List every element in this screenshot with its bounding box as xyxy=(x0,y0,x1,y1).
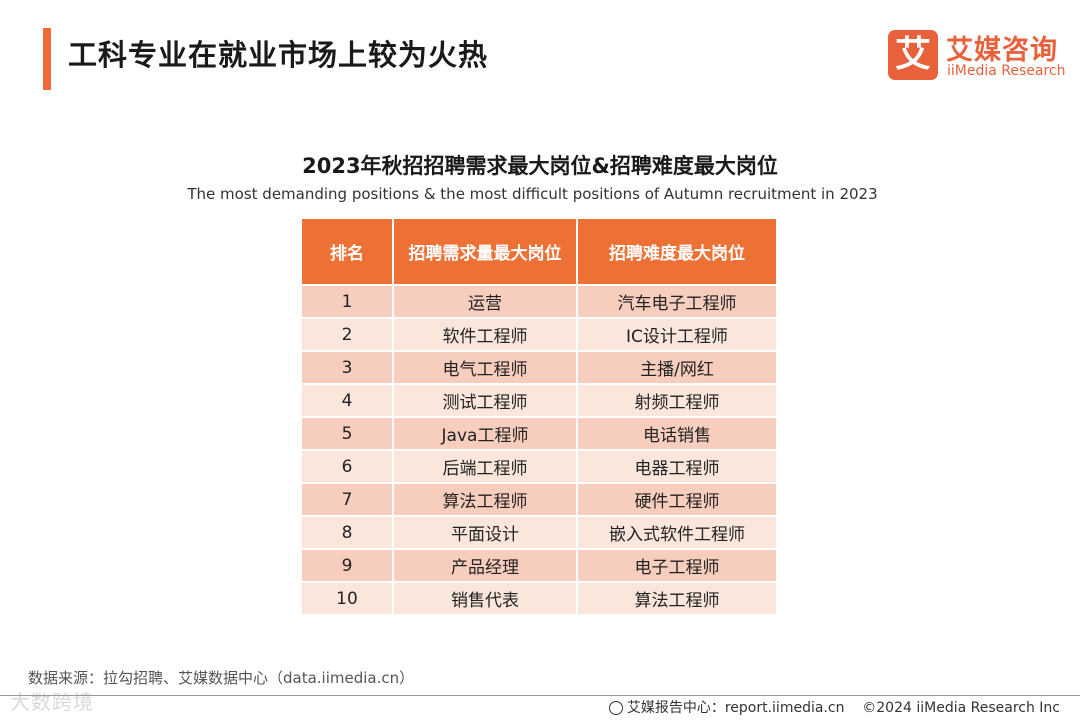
difficult-position-cell: 电子工程师 xyxy=(577,548,776,582)
difficult-position-cell: 硬件工程师 xyxy=(577,482,776,516)
iimedia-logo: 艾 艾媒咨询 iiMedia Research xyxy=(888,30,1066,85)
rank-cell: 7 xyxy=(302,482,394,516)
rank-cell: 10 xyxy=(302,581,394,614)
table-header-row: 排名 招聘需求量最大岗位 招聘难度最大岗位 xyxy=(302,219,776,285)
demand-position-cell: 运营 xyxy=(393,284,578,318)
title-accent-bar xyxy=(43,28,51,90)
logo-name-en: iiMedia Research xyxy=(947,63,1066,79)
table-row: 8 平面设计 嵌入式软件工程师 xyxy=(302,515,776,549)
demand-position-cell: 算法工程师 xyxy=(393,482,578,516)
logo-mark-icon: 艾 xyxy=(888,30,938,80)
header-difficulty: 招聘难度最大岗位 xyxy=(577,219,776,285)
difficult-position-cell: 汽车电子工程师 xyxy=(577,284,776,318)
table-row: 6 后端工程师 电器工程师 xyxy=(302,449,776,483)
table-row: 3 电气工程师 主播/网红 xyxy=(302,350,776,384)
demand-position-cell: 后端工程师 xyxy=(393,449,578,483)
logo-name-cn: 艾媒咨询 xyxy=(946,35,1058,66)
table-row: 1 运营 汽车电子工程师 xyxy=(302,284,776,318)
rank-cell: 1 xyxy=(302,284,394,318)
difficult-position-cell: 电器工程师 xyxy=(577,449,776,483)
table-row: 7 算法工程师 硬件工程师 xyxy=(302,482,776,516)
difficult-position-cell: 射频工程师 xyxy=(577,383,776,417)
rank-cell: 4 xyxy=(302,383,394,417)
rank-cell: 6 xyxy=(302,449,394,483)
difficult-position-cell: IC设计工程师 xyxy=(577,317,776,351)
copyright-text: ©2024 iiMedia Research Inc xyxy=(862,700,1060,716)
demand-position-cell: 产品经理 xyxy=(393,548,578,582)
rank-cell: 3 xyxy=(302,350,394,384)
demand-position-cell: 测试工程师 xyxy=(393,383,578,417)
rank-cell: 9 xyxy=(302,548,394,582)
difficult-position-cell: 主播/网红 xyxy=(577,350,776,384)
footer-credits: 艾媒报告中心：report.iimedia.cn ©2024 iiMedia R… xyxy=(608,697,1060,717)
table-row: 5 Java工程师 电话销售 xyxy=(302,416,776,450)
table-title: 2023年秋招招聘需求最大岗位&招聘难度最大岗位 xyxy=(302,154,778,178)
difficult-position-cell: 算法工程师 xyxy=(577,581,776,614)
demand-position-cell: 销售代表 xyxy=(393,581,578,614)
report-center-link[interactable]: 艾媒报告中心：report.iimedia.cn xyxy=(626,700,845,716)
header-demand: 招聘需求量最大岗位 xyxy=(393,219,578,285)
table-row: 2 软件工程师 IC设计工程师 xyxy=(302,317,776,351)
rank-cell: 5 xyxy=(302,416,394,450)
globe-icon xyxy=(608,701,623,715)
watermark: 大数跨境 xyxy=(10,690,94,714)
demand-position-cell: 电气工程师 xyxy=(393,350,578,384)
rank-cell: 8 xyxy=(302,515,394,549)
demand-position-cell: 平面设计 xyxy=(393,515,578,549)
footer-divider xyxy=(0,695,1080,696)
header-rank: 排名 xyxy=(302,219,394,285)
data-source-note: 数据来源：拉勾招聘、艾媒数据中心（data.iimedia.cn） xyxy=(28,669,415,687)
difficult-position-cell: 电话销售 xyxy=(577,416,776,450)
table-row: 4 测试工程师 射频工程师 xyxy=(302,383,776,417)
ranking-table: 排名 招聘需求量最大岗位 招聘难度最大岗位 1 运营 汽车电子工程师 2 软件工… xyxy=(302,219,776,614)
demand-position-cell: 软件工程师 xyxy=(393,317,578,351)
table-row: 9 产品经理 电子工程师 xyxy=(302,548,776,582)
difficult-position-cell: 嵌入式软件工程师 xyxy=(577,515,776,549)
rank-cell: 2 xyxy=(302,317,394,351)
page-title: 工科专业在就业市场上较为火热 xyxy=(68,38,489,72)
demand-position-cell: Java工程师 xyxy=(393,416,578,450)
table-row: 10 销售代表 算法工程师 xyxy=(302,581,776,614)
table-subtitle: The most demanding positions & the most … xyxy=(187,185,878,203)
